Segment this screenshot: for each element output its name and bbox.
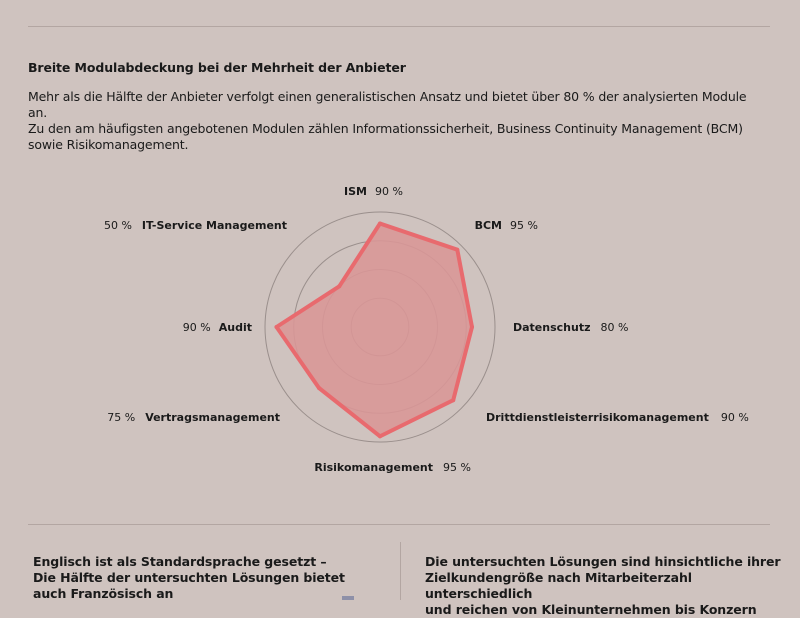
- target-size-finding: Die untersuchten Lösungen sind hinsichtl…: [425, 554, 785, 618]
- axis-label-7: Audit: [219, 321, 252, 334]
- data-point-5: [378, 434, 382, 439]
- language-finding: Englisch ist als Standardsprache gesetzt…: [33, 554, 353, 602]
- bottom-divider: [28, 524, 770, 525]
- value-label-4: 90 %: [721, 411, 749, 424]
- data-point-8: [337, 284, 342, 289]
- axis-label-1: ISM: [344, 185, 367, 198]
- axis-label-2: BCM: [475, 219, 502, 232]
- target-line-2: Zielkundengröße nach Mitarbeiterzahl unt…: [425, 570, 692, 601]
- data-point-7: [274, 325, 279, 329]
- radar-area: [274, 221, 474, 439]
- target-line-1: Die untersuchten Lösungen sind hinsichtl…: [425, 554, 781, 569]
- language-line-3: auch Französisch an: [33, 586, 174, 601]
- value-label-5: 95 %: [443, 461, 471, 474]
- value-label-8: 50 %: [104, 219, 132, 232]
- radar-chart: ISM 90 % BCM 95 % Datenschutz 80 % Drittdienst…: [104, 185, 749, 474]
- axis-label-8: IT-Service Management: [142, 219, 287, 232]
- value-label-6: 75 %: [107, 411, 135, 424]
- value-label-2: 95 %: [510, 219, 538, 232]
- section-heading: Breite Modulabdeckung bei der Mehrheit d…: [28, 60, 406, 75]
- value-label-3: 80 %: [601, 321, 629, 334]
- paragraph-line-1: Mehr als die Hälfte der Anbieter verfolg…: [28, 89, 747, 120]
- axis-label-5: Risikomanagement: [314, 461, 433, 474]
- data-point-1: [378, 221, 382, 226]
- value-label-1: 90 %: [375, 185, 403, 198]
- module-coverage-section: Breite Modulabdeckung bei der Mehrheit d…: [28, 60, 768, 153]
- footer-divider: [400, 542, 401, 600]
- language-line-1: Englisch ist als Standardsprache gesetzt…: [33, 554, 327, 569]
- section-paragraph: Mehr als die Hälfte der Anbieter verfolg…: [28, 89, 768, 153]
- target-line-3: und reichen von Kleinunternehmen bis Kon…: [425, 602, 757, 617]
- language-line-2: Die Hälfte der untersuchten Lösungen bie…: [33, 570, 345, 585]
- value-label-7: 90 %: [183, 321, 211, 334]
- axis-label-4: Drittdienstleisterrisikomanagement: [486, 411, 709, 424]
- axis-label-6: Vertragsmanagement: [145, 411, 280, 424]
- data-point-6: [317, 386, 321, 390]
- grid-ring-4: [264, 211, 496, 443]
- top-divider: [28, 26, 770, 27]
- data-point-2: [455, 247, 460, 252]
- paragraph-line-2: Zu den am häufigsten angebotenen Modulen…: [28, 121, 743, 136]
- data-point-3: [470, 325, 474, 329]
- decorative-marker: [342, 596, 354, 600]
- data-point-4: [451, 398, 456, 403]
- axis-label-3: Datenschutz: [513, 321, 591, 334]
- paragraph-line-3: sowie Risikomanagement.: [28, 137, 189, 152]
